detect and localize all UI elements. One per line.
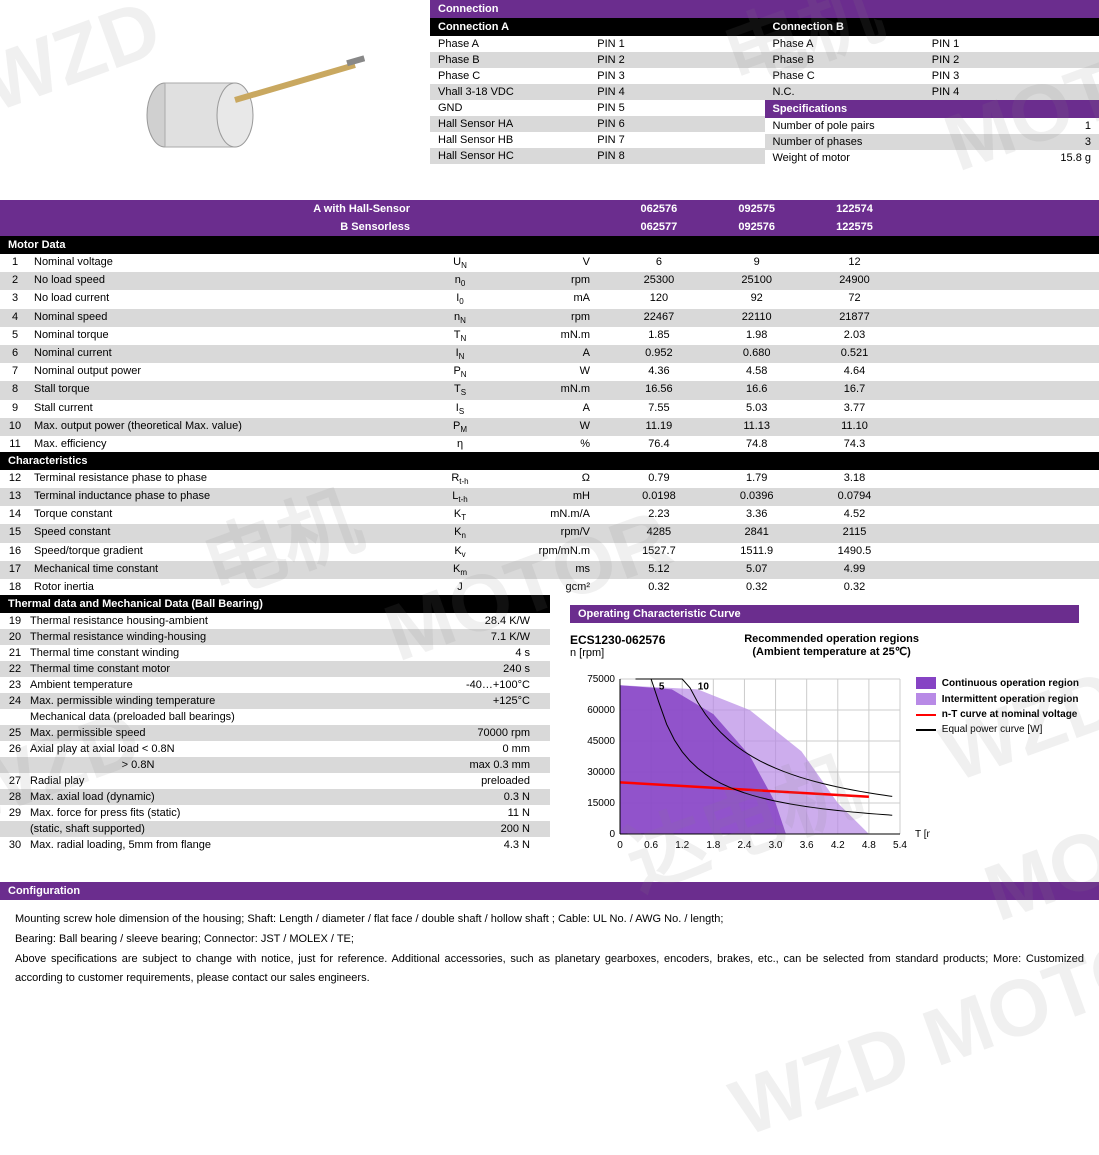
conn-row: Hall Sensor HBPIN 7: [430, 132, 765, 148]
data-row: 2No load speedn0rpm253002510024900: [0, 272, 1099, 290]
thermal-row: 26Axial play at axial load < 0.8N0 mm: [0, 741, 550, 757]
thermal-row: 25Max. permissible speed70000 rpm: [0, 725, 550, 741]
conn-row: N.C.PIN 4: [765, 84, 1099, 100]
conn-row: Phase APIN 1: [430, 36, 765, 52]
conn-row: Phase BPIN 2: [430, 52, 765, 68]
spec-row: Number of phases3: [765, 134, 1099, 150]
data-row: 3No load currentI0mA1209272: [0, 290, 1099, 308]
thermal-row: (static, shaft supported)200 N: [0, 821, 550, 837]
data-row: 1Nominal voltageUNV6912: [0, 254, 1099, 272]
spec-row: Weight of motor15.8 g: [765, 150, 1099, 166]
svg-text:5.4: 5.4: [893, 840, 907, 851]
thermal-row: 30Max. radial loading, 5mm from flange4.…: [0, 837, 550, 853]
data-row: 17Mechanical time constantKmms5.125.074.…: [0, 561, 1099, 579]
svg-text:4.2: 4.2: [831, 840, 845, 851]
svg-text:60000: 60000: [587, 705, 615, 716]
conn-row: Vhall 3-18 VDCPIN 4: [430, 84, 765, 100]
config-text: Mounting screw hole dimension of the hou…: [0, 900, 1099, 999]
svg-text:15000: 15000: [587, 798, 615, 809]
data-row: 11Max. efficiencyη%76.474.874.3: [0, 436, 1099, 452]
conn-b-header: Connection B: [765, 18, 1099, 36]
data-row: 12Terminal resistance phase to phaseRt-h…: [0, 470, 1099, 488]
thermal-row: 29Max. force for press fits (static)11 N: [0, 805, 550, 821]
variant-header-b: B Sensorless 062577 092576 122575: [0, 218, 1099, 236]
data-row: 13Terminal inductance phase to phaseLt-h…: [0, 488, 1099, 506]
operating-chart: ECS1230-062576 n [rpm] Recommended opera…: [570, 633, 1079, 872]
characteristics-header: Characteristics: [0, 452, 1099, 470]
svg-text:4.8: 4.8: [862, 840, 876, 851]
thermal-row: 28Max. axial load (dynamic)0.3 N: [0, 789, 550, 805]
thermal-row: Mechanical data (preloaded ball bearings…: [0, 709, 550, 725]
data-row: 9Stall currentISA7.555.033.77: [0, 400, 1099, 418]
thermal-row: 22Thermal time constant motor240 s: [0, 661, 550, 677]
svg-text:45000: 45000: [587, 736, 615, 747]
thermal-row: 21Thermal time constant winding4 s: [0, 645, 550, 661]
thermal-row: 20Thermal resistance winding-housing7.1 …: [0, 629, 550, 645]
svg-text:2.4: 2.4: [737, 840, 751, 851]
data-row: 5Nominal torqueTNmN.m1.851.982.03: [0, 327, 1099, 345]
data-row: 7Nominal output powerPNW4.364.584.64: [0, 363, 1099, 381]
connection-header: Connection: [430, 0, 1099, 18]
product-image: [0, 0, 430, 200]
chart-legend: Continuous operation region Intermittent…: [916, 673, 1079, 739]
config-header: Configuration: [0, 882, 1099, 900]
svg-text:75000: 75000: [587, 674, 615, 685]
svg-text:0: 0: [609, 829, 615, 840]
data-row: 6Nominal currentINA0.9520.6800.521: [0, 345, 1099, 363]
data-row: 4Nominal speednNrpm224672211021877: [0, 309, 1099, 327]
thermal-row: 19Thermal resistance housing-ambient28.4…: [0, 613, 550, 629]
thermal-row: 27Radial playpreloaded: [0, 773, 550, 789]
data-row: 14Torque constantKTmN.m/A2.233.364.52: [0, 506, 1099, 524]
svg-text:0.6: 0.6: [644, 840, 658, 851]
svg-text:1.8: 1.8: [706, 840, 720, 851]
svg-text:3.0: 3.0: [769, 840, 783, 851]
conn-a-header: Connection A: [430, 18, 765, 36]
thermal-row: 23Ambient temperature-40…+100°C: [0, 677, 550, 693]
conn-row: Phase BPIN 2: [765, 52, 1099, 68]
motor-data-header: Motor Data: [0, 236, 1099, 254]
thermal-header: Thermal data and Mechanical Data (Ball B…: [0, 595, 550, 613]
conn-row: Phase APIN 1: [765, 36, 1099, 52]
data-row: 15Speed constantKnrpm/V428528412115: [0, 524, 1099, 542]
specs-header: Specifications: [765, 100, 1099, 118]
spec-row: Number of pole pairs1: [765, 118, 1099, 134]
svg-text:T [mN.m]: T [mN.m]: [915, 829, 930, 840]
variant-header-a: A with Hall-Sensor 062576 092575 122574: [0, 200, 1099, 218]
conn-row: Hall Sensor HCPIN 8: [430, 148, 765, 164]
chart-header: Operating Characteristic Curve: [570, 605, 1079, 623]
data-row: 18Rotor inertiaJgcm²0.320.320.32: [0, 579, 1099, 595]
svg-text:10: 10: [698, 681, 710, 692]
thermal-row: > 0.8Nmax 0.3 mm: [0, 757, 550, 773]
svg-text:1.2: 1.2: [675, 840, 689, 851]
data-row: 10Max. output power (theoretical Max. va…: [0, 418, 1099, 436]
conn-row: Hall Sensor HAPIN 6: [430, 116, 765, 132]
svg-text:5: 5: [659, 681, 665, 692]
svg-text:0: 0: [617, 840, 623, 851]
conn-row: Phase CPIN 3: [430, 68, 765, 84]
thermal-row: 24Max. permissible winding temperature+1…: [0, 693, 550, 709]
svg-text:30000: 30000: [587, 767, 615, 778]
data-row: 8Stall torqueTSmN.m16.5616.616.7: [0, 381, 1099, 399]
svg-text:3.6: 3.6: [800, 840, 814, 851]
conn-row: Phase CPIN 3: [765, 68, 1099, 84]
data-row: 16Speed/torque gradientKvrpm/mN.m1527.71…: [0, 543, 1099, 561]
conn-row: GNDPIN 5: [430, 100, 765, 116]
